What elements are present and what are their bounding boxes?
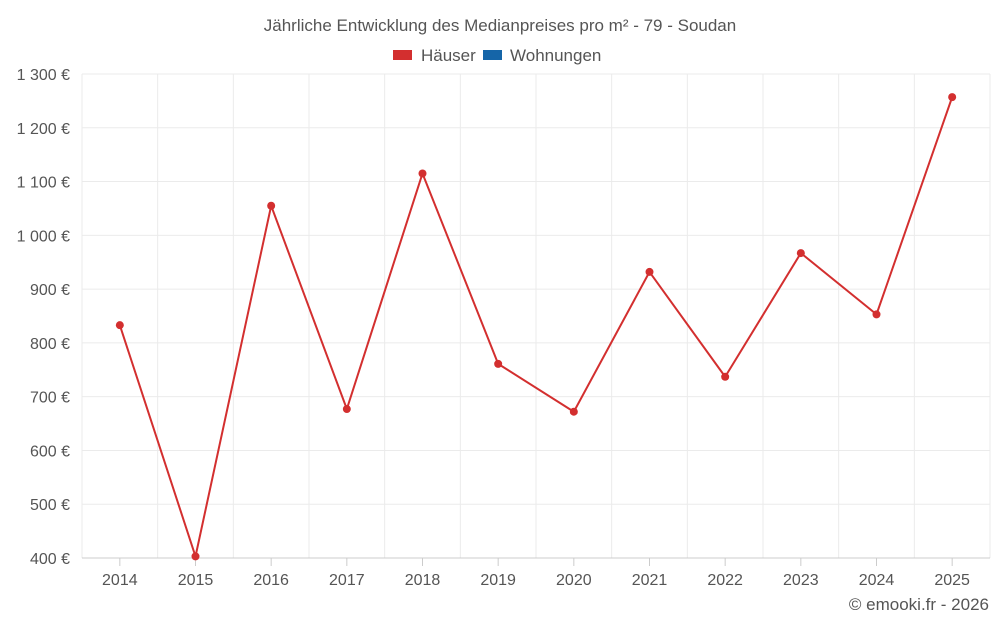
- data-point[interactable]: [191, 552, 200, 561]
- y-tick-label: 1 000 €: [17, 228, 70, 245]
- x-tick-label: 2025: [934, 572, 970, 589]
- x-tick-label: 2016: [253, 572, 289, 589]
- data-point[interactable]: [796, 249, 805, 258]
- legend-item-wohnungen[interactable]: Wohnungen: [483, 46, 601, 65]
- x-tick-label: 2023: [783, 572, 819, 589]
- y-tick-label: 600 €: [30, 443, 70, 460]
- x-axis: 2014 2015 2016 2017 2018 2019 2020 2021 2022 2023…: [82, 557, 990, 589]
- y-tick-label: 400 €: [30, 551, 70, 568]
- x-tick-label: 2021: [632, 572, 668, 589]
- y-tick-label: 700 €: [30, 390, 70, 407]
- chart-title: Jährliche Entwicklung des Medianpreises …: [264, 16, 736, 35]
- legend-swatch-haeuser: [393, 50, 412, 60]
- x-tick-label: 2014: [102, 572, 138, 589]
- y-tick-label: 1 300 €: [17, 67, 70, 84]
- data-point[interactable]: [267, 201, 276, 210]
- series-layer: [115, 93, 957, 561]
- data-point[interactable]: [721, 372, 730, 381]
- data-point[interactable]: [418, 169, 427, 178]
- x-tick-label: 2024: [859, 572, 895, 589]
- data-point[interactable]: [645, 267, 654, 276]
- data-point[interactable]: [872, 310, 881, 319]
- x-tick-label: 2018: [405, 572, 441, 589]
- x-tick-label: 2015: [178, 572, 214, 589]
- x-tick-label: 2019: [480, 572, 516, 589]
- y-tick-label: 1 100 €: [17, 175, 70, 192]
- grid: [81, 73, 991, 559]
- x-tick-label: 2022: [707, 572, 743, 589]
- legend-label-haeuser: Häuser: [421, 46, 476, 65]
- y-tick-label: 500 €: [30, 497, 70, 514]
- data-point[interactable]: [948, 93, 957, 102]
- data-point[interactable]: [115, 321, 124, 330]
- y-tick-label: 900 €: [30, 282, 70, 299]
- data-point[interactable]: [494, 359, 503, 368]
- x-tick-label: 2020: [556, 572, 592, 589]
- legend: Häuser Wohnungen: [393, 46, 601, 65]
- data-point[interactable]: [342, 405, 351, 414]
- legend-item-haeuser[interactable]: Häuser: [393, 46, 476, 65]
- x-tick-label: 2017: [329, 572, 365, 589]
- legend-swatch-wohnungen: [483, 50, 502, 60]
- series-line-0: [118, 96, 954, 558]
- credit-text: © emooki.fr - 2026: [849, 595, 989, 614]
- data-point[interactable]: [569, 407, 578, 416]
- legend-label-wohnungen: Wohnungen: [510, 46, 601, 65]
- y-tick-label: 1 200 €: [17, 121, 70, 138]
- y-axis: 400 € 500 € 600 € 700 € 800 € 900 € 1 000 € 1 1…: [17, 67, 70, 568]
- y-tick-label: 800 €: [30, 336, 70, 353]
